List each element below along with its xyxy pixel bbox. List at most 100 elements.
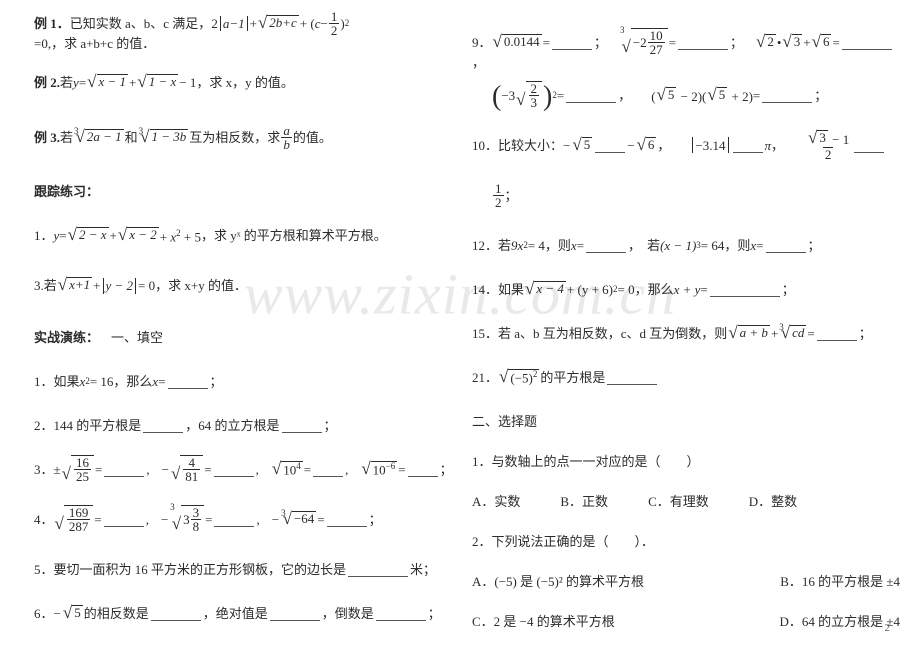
b4-p3: −64 [292, 511, 316, 528]
q1-D: D．整数 [749, 495, 797, 508]
ex3-s2-body: 1 − 3b [150, 129, 189, 146]
left-column: 例 1． 已知实数 a、b、c 满足， 2 a−1 + √2b+c + (c −… [34, 10, 462, 640]
row-9: 9． √0.0144 = ； 3√−21027 = ； √2 • √3 + √6… [472, 28, 900, 62]
r10-n2: − [627, 139, 634, 152]
r9-f2n: 10 [648, 29, 665, 42]
r10-frac1: √3 − 1 2 [805, 130, 851, 161]
ex3-label: 例 3. [34, 131, 60, 144]
ex1-frac: 12 [329, 10, 340, 37]
ex1-sq: 2 [345, 19, 350, 28]
q2-row2: C．2 是 −4 的算术平方根 D．64 的立方根是 ±4 [472, 604, 900, 638]
b3-bl1 [104, 461, 144, 476]
r9b-p2b: 5 [717, 87, 728, 104]
b5-text: 要切一面积为 16 平方米的正方形钢板，它的边长是 [54, 563, 347, 576]
r9-e1: = [543, 36, 550, 49]
q1-text: 与数轴上的点一一对应的是（ ） [492, 455, 700, 468]
r10-text: 比较大小： [498, 139, 563, 152]
b1-text-b: ，那么 [113, 375, 152, 388]
b3-bl3 [313, 461, 343, 476]
r14-eq: = 0 [618, 283, 635, 296]
battle-sub: 一、填空 [111, 331, 163, 344]
r10-fR: − 1 [829, 132, 849, 147]
f3-s1: √x+1 [58, 277, 92, 294]
b6-b: ，绝对值是 [203, 607, 268, 620]
r12-e1R: = 4 [528, 239, 545, 252]
battle-4: 4． √169287 = , − 3√338 = , − 3√−64 = ； [34, 502, 462, 536]
b4-bl3 [327, 511, 367, 526]
r15-plus: + [771, 327, 778, 340]
ex1-frac-d: 2 [329, 23, 340, 37]
q1-C: C．有理数 [648, 495, 709, 508]
b3-p4e: −6 [386, 461, 396, 471]
r12-eq1: = [577, 239, 584, 252]
ex3-text-a: 若 [60, 131, 73, 144]
r9b-neg: −3 [501, 89, 515, 102]
q2-text: 下列说法正确的是（ ）． [492, 535, 655, 548]
r9-bl1 [552, 34, 592, 49]
example-1: 例 1． 已知实数 a、b、c 满足， 2 a−1 + √2b+c + (c −… [34, 10, 462, 44]
r9-bl2 [678, 34, 728, 49]
example-3: 例 3. 若 3√2a − 1 和 3√1 − 3b 互为相反数，求 ab 的值… [34, 121, 462, 155]
b4-label: 4． [34, 513, 54, 526]
r15-s2-b: cd [790, 325, 806, 342]
b5-blank [348, 561, 408, 576]
row-14: 14． 如果 √x − 4 + (y + 6)2 = 0 ，那么 x + y =… [472, 272, 900, 306]
ex2-text-a: 若 [60, 76, 73, 89]
r12-a: 若 [498, 239, 511, 252]
b3-e2: = [204, 463, 211, 476]
ex2-label: 例 2. [34, 76, 60, 89]
battle-title-row: 实战演练： 一、填空 [34, 320, 462, 354]
b1-eq: = [158, 375, 165, 388]
r12-e1L: 9x [511, 239, 523, 252]
b3-e1: = [95, 463, 102, 476]
r10-fd: 2 [823, 147, 834, 161]
r12-sep: ； [808, 239, 821, 252]
r9-sep2: ； [730, 36, 743, 49]
row-12: 12． 若 9x2 = 4 ，则 x = ， 若 (x − 1)3 = 64 ，… [472, 228, 900, 262]
battle-6: 6． − √5 的相反数是 ，绝对值是 ，倒数是； [34, 596, 462, 630]
r9b-lp: ( [492, 89, 501, 106]
b4-neg2: − [161, 513, 168, 526]
r12-bl1 [586, 237, 626, 252]
r9b-p2: (√5 − 2)(√5 + 2) [651, 87, 753, 104]
f3-abs-inner: y − 2 [106, 279, 134, 292]
b6-sqrt: √5 [63, 605, 83, 622]
r12-mid2: ，则 [724, 239, 750, 252]
r14-sum: x + y [674, 283, 701, 296]
r10-sep: ； [505, 189, 518, 202]
r15-label: 15． [472, 327, 498, 340]
ex1-text-a: 已知实数 a、b、c 满足， [70, 17, 212, 30]
battle-2: 2． 144 的平方根是 ，64 的立方根是 ； [34, 408, 462, 442]
ex3-frac: ab [281, 124, 292, 151]
b1-eqR: = 16 [90, 375, 114, 388]
q2-row1: A．(−5) 是 (−5)² 的算术平方根 B．16 的平方根是 ±4 [472, 564, 900, 598]
ex3-text-c: 的值。 [293, 131, 332, 144]
r9-plus: + [803, 36, 810, 49]
r10-bl1 [595, 137, 625, 152]
r9-dot: • [777, 36, 782, 49]
b6-sqrt-body: 5 [72, 605, 83, 622]
r14-c: = [700, 283, 707, 296]
row-9b: ( −3 √23 )2 = ， (√5 − 2)(√5 + 2) = ； [472, 78, 900, 112]
ex1-abs: a−1 [218, 16, 250, 32]
b4-neg3: − [272, 513, 279, 526]
b6-bl2 [270, 605, 320, 620]
row-21: 21． √(−5)2 的平方根是 [472, 360, 900, 394]
r9-s1-body: 0.0144 [502, 34, 542, 51]
r9-e2: = [669, 36, 676, 49]
follow-3: 3. 若 √x+1 + y − 2 = 0 ，求 x+y 的值． [34, 269, 462, 303]
r10-hd: 2 [493, 195, 504, 209]
r14-b: ，那么 [635, 283, 674, 296]
ex1-abs-inner: a−1 [223, 17, 245, 30]
r10-label: 10． [472, 139, 498, 152]
r9-f2d: 27 [648, 42, 665, 56]
ex3-frac-d: b [281, 137, 292, 151]
q2-D: D．64 的立方根是 ±4 [779, 615, 900, 628]
r10-bl3 [854, 137, 884, 152]
f3-tail: ，求 x+y 的值． [155, 279, 247, 292]
q1-label: 1． [472, 455, 492, 468]
q2: 2． 下列说法正确的是（ ）． [472, 524, 900, 558]
row-10b: 12 ； [472, 178, 900, 212]
b4-s2: 3√338 [170, 505, 204, 533]
b2-b: ，64 的立方根是 [185, 419, 279, 432]
